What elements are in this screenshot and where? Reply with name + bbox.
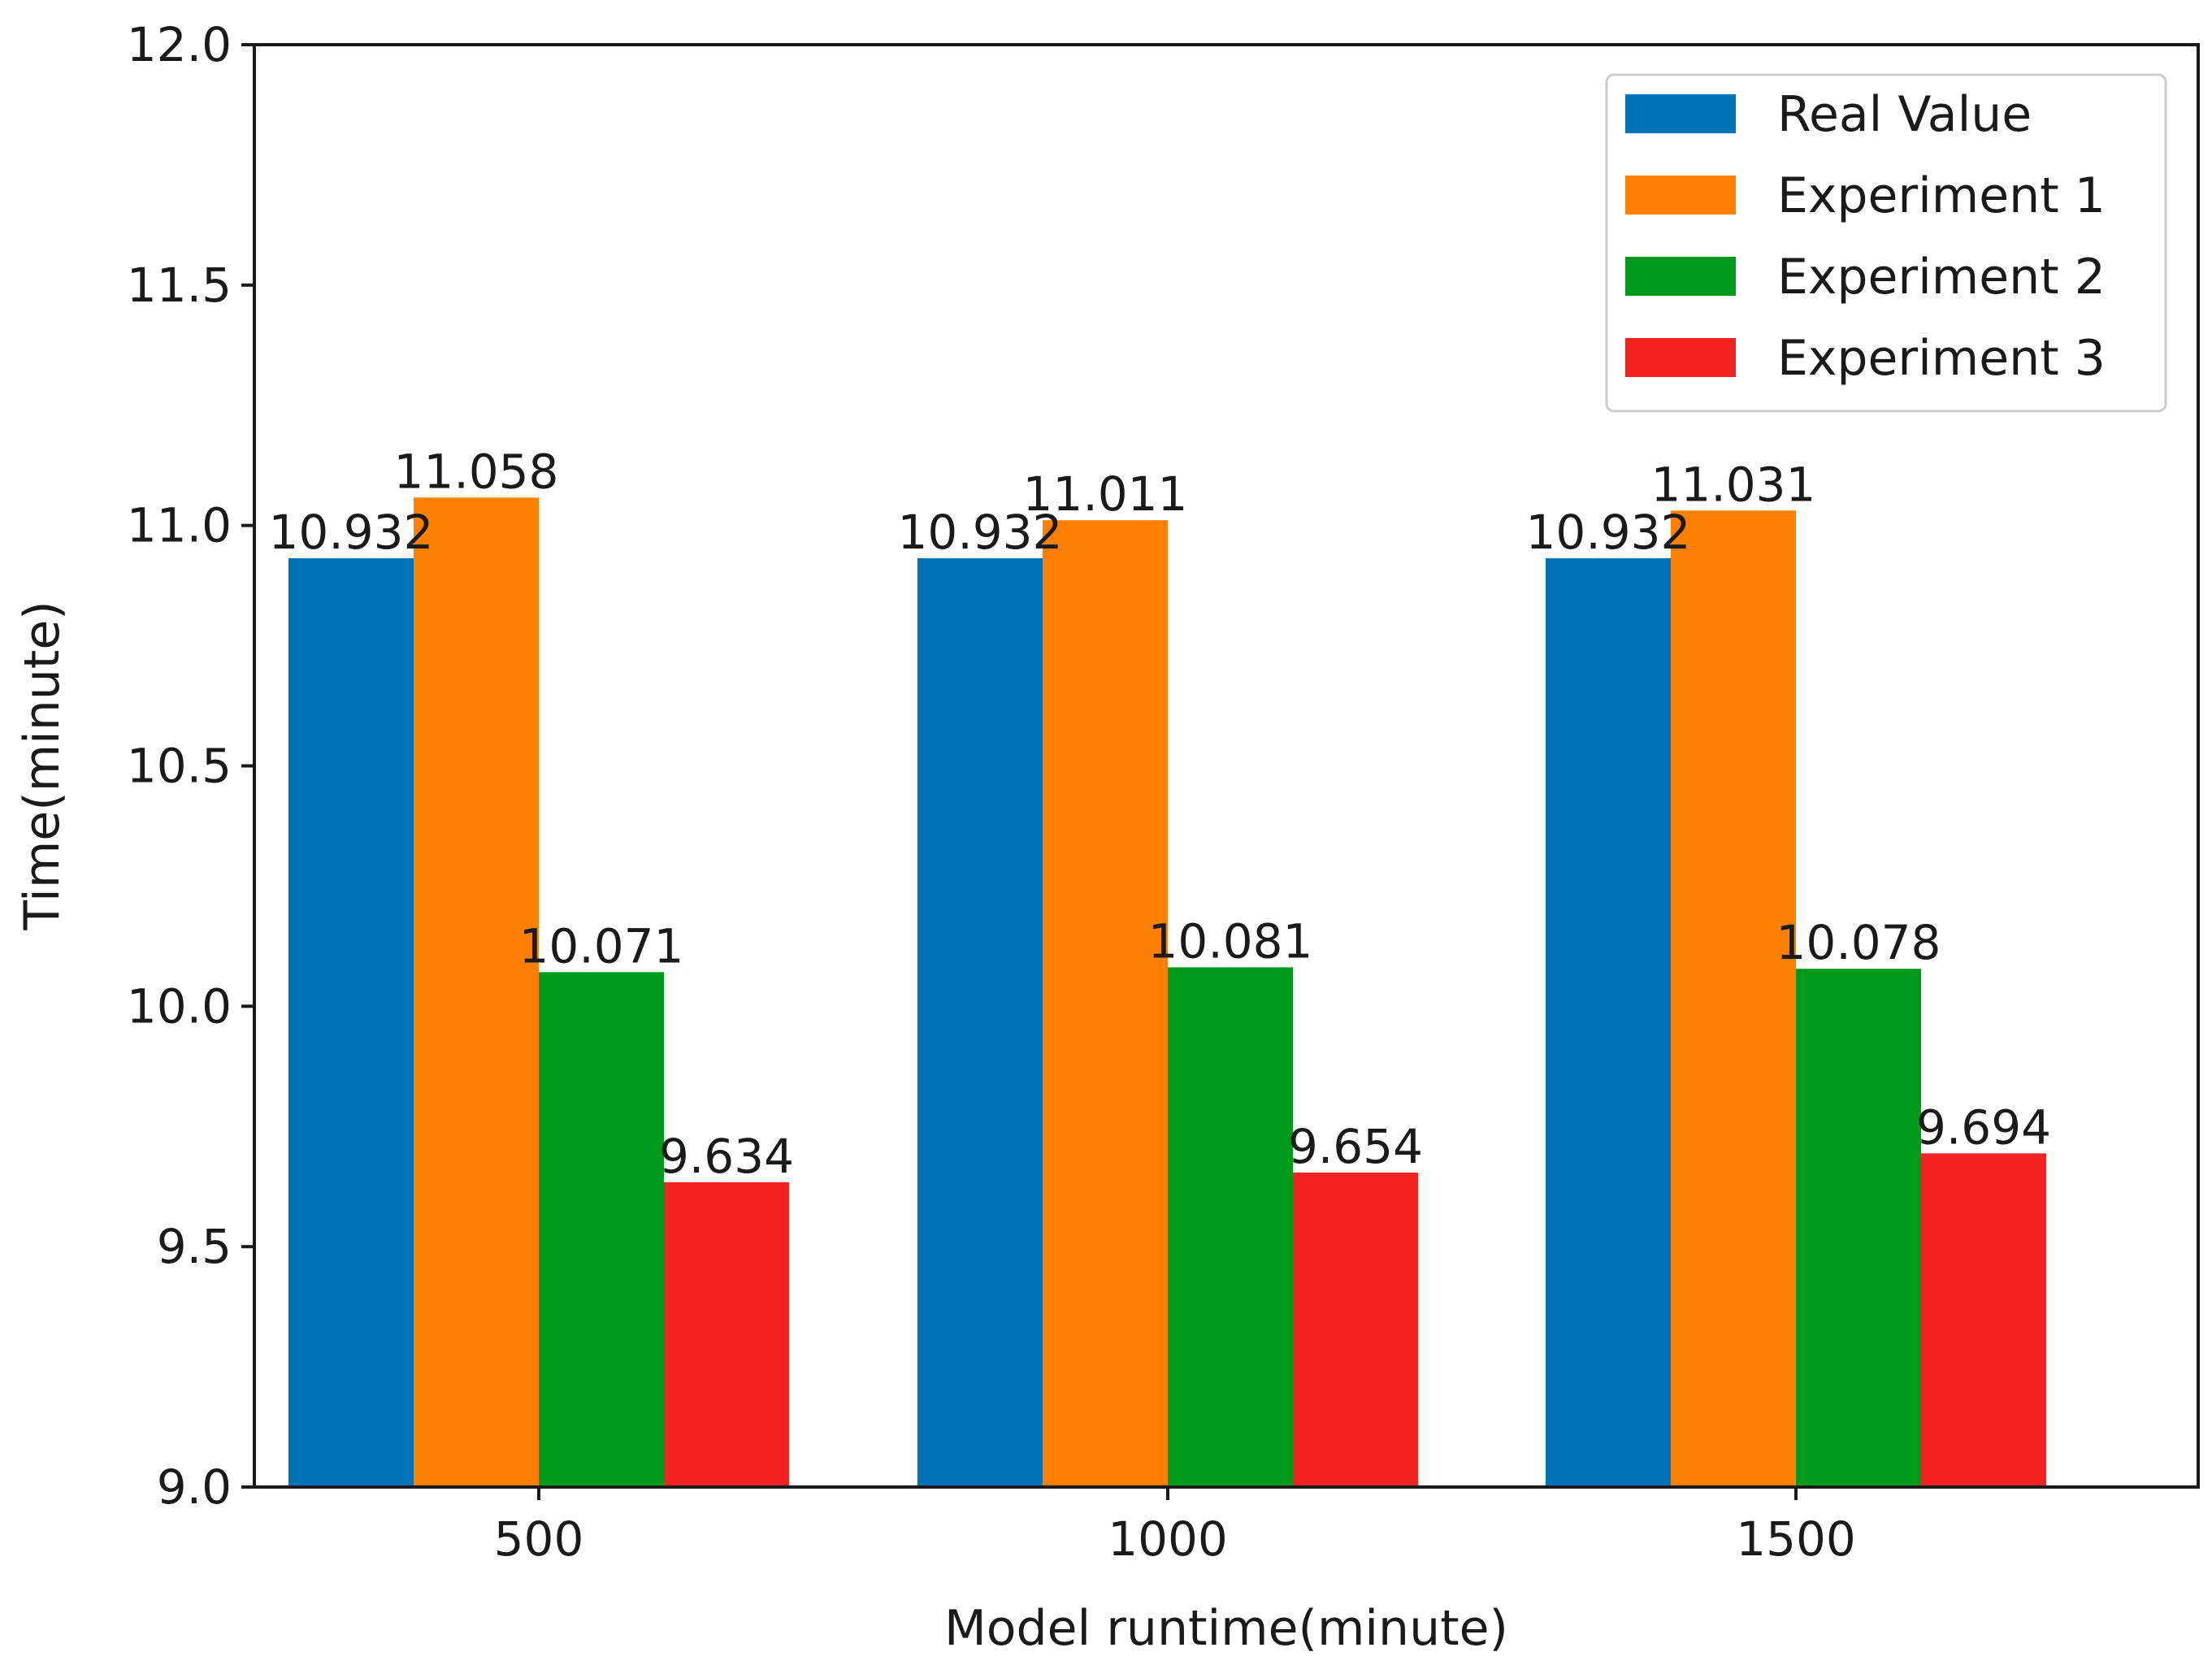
- x-tick-label: 500: [494, 1511, 584, 1567]
- y-tick-label: 11.5: [127, 258, 232, 313]
- bar-experiment-2-1500: [1796, 969, 1921, 1487]
- legend-label: Real Value: [1777, 86, 2032, 143]
- legend-label: Experiment 3: [1777, 330, 2106, 387]
- data-label: 10.071: [519, 918, 684, 973]
- data-label: 10.932: [269, 505, 434, 560]
- bar-experiment-3-1500: [1921, 1153, 2046, 1487]
- x-tick-label: 1500: [1736, 1511, 1856, 1567]
- bar-experiment-3-1000: [1293, 1173, 1418, 1487]
- y-tick-label: 9.5: [157, 1219, 232, 1274]
- data-labels-layer: 10.932 10.932 10.932 11.058 11.011 11.031 10.0…: [269, 444, 2052, 1184]
- legend-items: Real Value Experiment 1 Experiment 2 Experi…: [1625, 86, 2106, 387]
- y-tick-label: 12.0: [127, 17, 232, 72]
- data-label: 11.058: [394, 444, 559, 499]
- y-tick-label: 9.0: [157, 1459, 232, 1515]
- data-label: 10.081: [1148, 913, 1313, 969]
- data-label: 9.634: [659, 1129, 794, 1184]
- legend-label: Experiment 2: [1777, 249, 2106, 306]
- data-label: 10.932: [1526, 505, 1691, 560]
- data-label: 9.654: [1288, 1119, 1423, 1174]
- y-tick-label: 11.0: [127, 498, 232, 553]
- bar-experiment-2-500: [539, 972, 664, 1487]
- data-label: 11.031: [1651, 457, 1816, 512]
- x-axis: 500 1000 1500: [494, 1487, 1856, 1567]
- bar-real-value-1500: [1546, 557, 1671, 1487]
- x-axis-label: Model runtime(minute): [944, 1600, 1508, 1657]
- legend-swatch: [1625, 94, 1736, 133]
- x-tick-label: 1000: [1108, 1511, 1228, 1567]
- y-axis-label: Time(minute): [14, 601, 71, 930]
- bar-experiment-1-500: [414, 497, 539, 1487]
- bar-experiment-1-1000: [1043, 520, 1168, 1487]
- data-label: 10.078: [1776, 915, 1941, 970]
- data-label: 11.011: [1023, 466, 1188, 522]
- legend-swatch: [1625, 176, 1736, 215]
- bar-real-value-500: [288, 557, 414, 1487]
- y-tick-label: 10.5: [127, 739, 232, 794]
- legend-frame: [1605, 73, 2167, 413]
- bar-experiment-2-1000: [1168, 967, 1293, 1487]
- y-tick-label: 10.0: [127, 978, 232, 1034]
- legend-swatch: [1625, 338, 1736, 377]
- bar-experiment-1-1500: [1671, 510, 1796, 1488]
- legend-label: Experiment 1: [1777, 167, 2106, 224]
- bars-layer: [288, 497, 2046, 1488]
- legend-swatch: [1625, 257, 1736, 296]
- legend: Real Value Experiment 1 Experiment 2 Experi…: [1605, 73, 2167, 413]
- bar-real-value-1000: [917, 557, 1043, 1487]
- y-axis: 9.0 9.5 10.0 10.5 11.0 11.5 12.0: [127, 17, 254, 1515]
- bar-experiment-3-500: [664, 1182, 789, 1487]
- data-label: 10.932: [898, 505, 1063, 560]
- data-label: 9.694: [1916, 1099, 2051, 1155]
